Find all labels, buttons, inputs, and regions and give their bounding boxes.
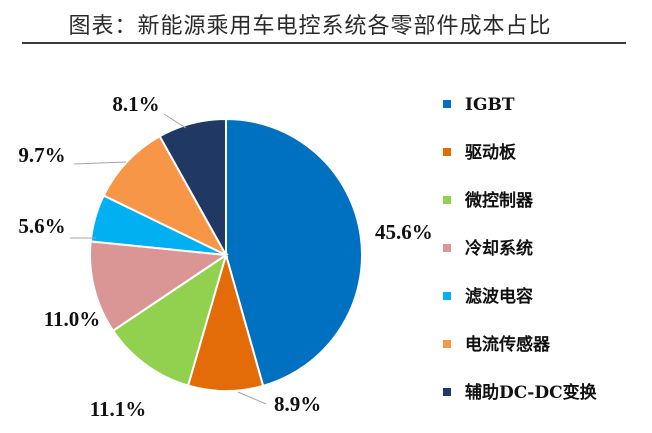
legend: IGBT 驱动板微控制器冷却系统滤波电容电流传感器辅助DC-DC变换	[443, 92, 643, 428]
legend-label: 冷却系统	[465, 239, 533, 259]
legend-item: 滤波电容	[443, 284, 643, 332]
pie-slice	[102, 134, 229, 258]
leader-line	[163, 113, 187, 129]
legend-item: 微控制器	[443, 188, 643, 236]
legend-swatch	[443, 388, 451, 396]
legend-swatch	[443, 244, 451, 252]
pie-slice	[111, 252, 228, 387]
data-label: 45.6%	[375, 220, 433, 244]
data-label: 8.9%	[274, 392, 321, 416]
title-divider	[22, 42, 626, 44]
legend-item: 冷却系统	[443, 236, 643, 284]
legend-label: 辅助DC-DC变换	[465, 383, 597, 403]
legend-item: 电流传感器	[443, 332, 643, 380]
legend-label: 驱动板	[465, 143, 516, 163]
data-label: 9.7%	[18, 143, 65, 167]
legend-label: 电流传感器	[465, 335, 550, 355]
chart-title: 图表：新能源乘用车电控系统各零部件成本占比	[68, 14, 552, 39]
legend-label: IGBT	[465, 95, 515, 115]
legend-swatch	[443, 292, 451, 300]
legend-label: 滤波电容	[465, 287, 533, 307]
legend-swatch	[443, 148, 451, 156]
legend-item: IGBT	[443, 92, 643, 140]
legend-item: 辅助DC-DC变换	[443, 380, 643, 428]
legend-item: 驱动板	[443, 140, 643, 188]
legend-swatch	[443, 100, 451, 108]
data-label: 8.1%	[112, 92, 159, 116]
pie-slice	[225, 117, 363, 388]
legend-swatch	[443, 196, 451, 204]
data-label: 11.0%	[44, 307, 101, 331]
data-label: 5.6%	[18, 214, 65, 238]
leader-line	[237, 391, 267, 405]
pie-slice	[158, 117, 227, 259]
legend-swatch	[443, 340, 451, 348]
pie-slice	[89, 240, 229, 333]
data-label: 11.1%	[90, 397, 147, 421]
legend-label: 微控制器	[465, 191, 533, 211]
leader-line	[73, 161, 127, 165]
